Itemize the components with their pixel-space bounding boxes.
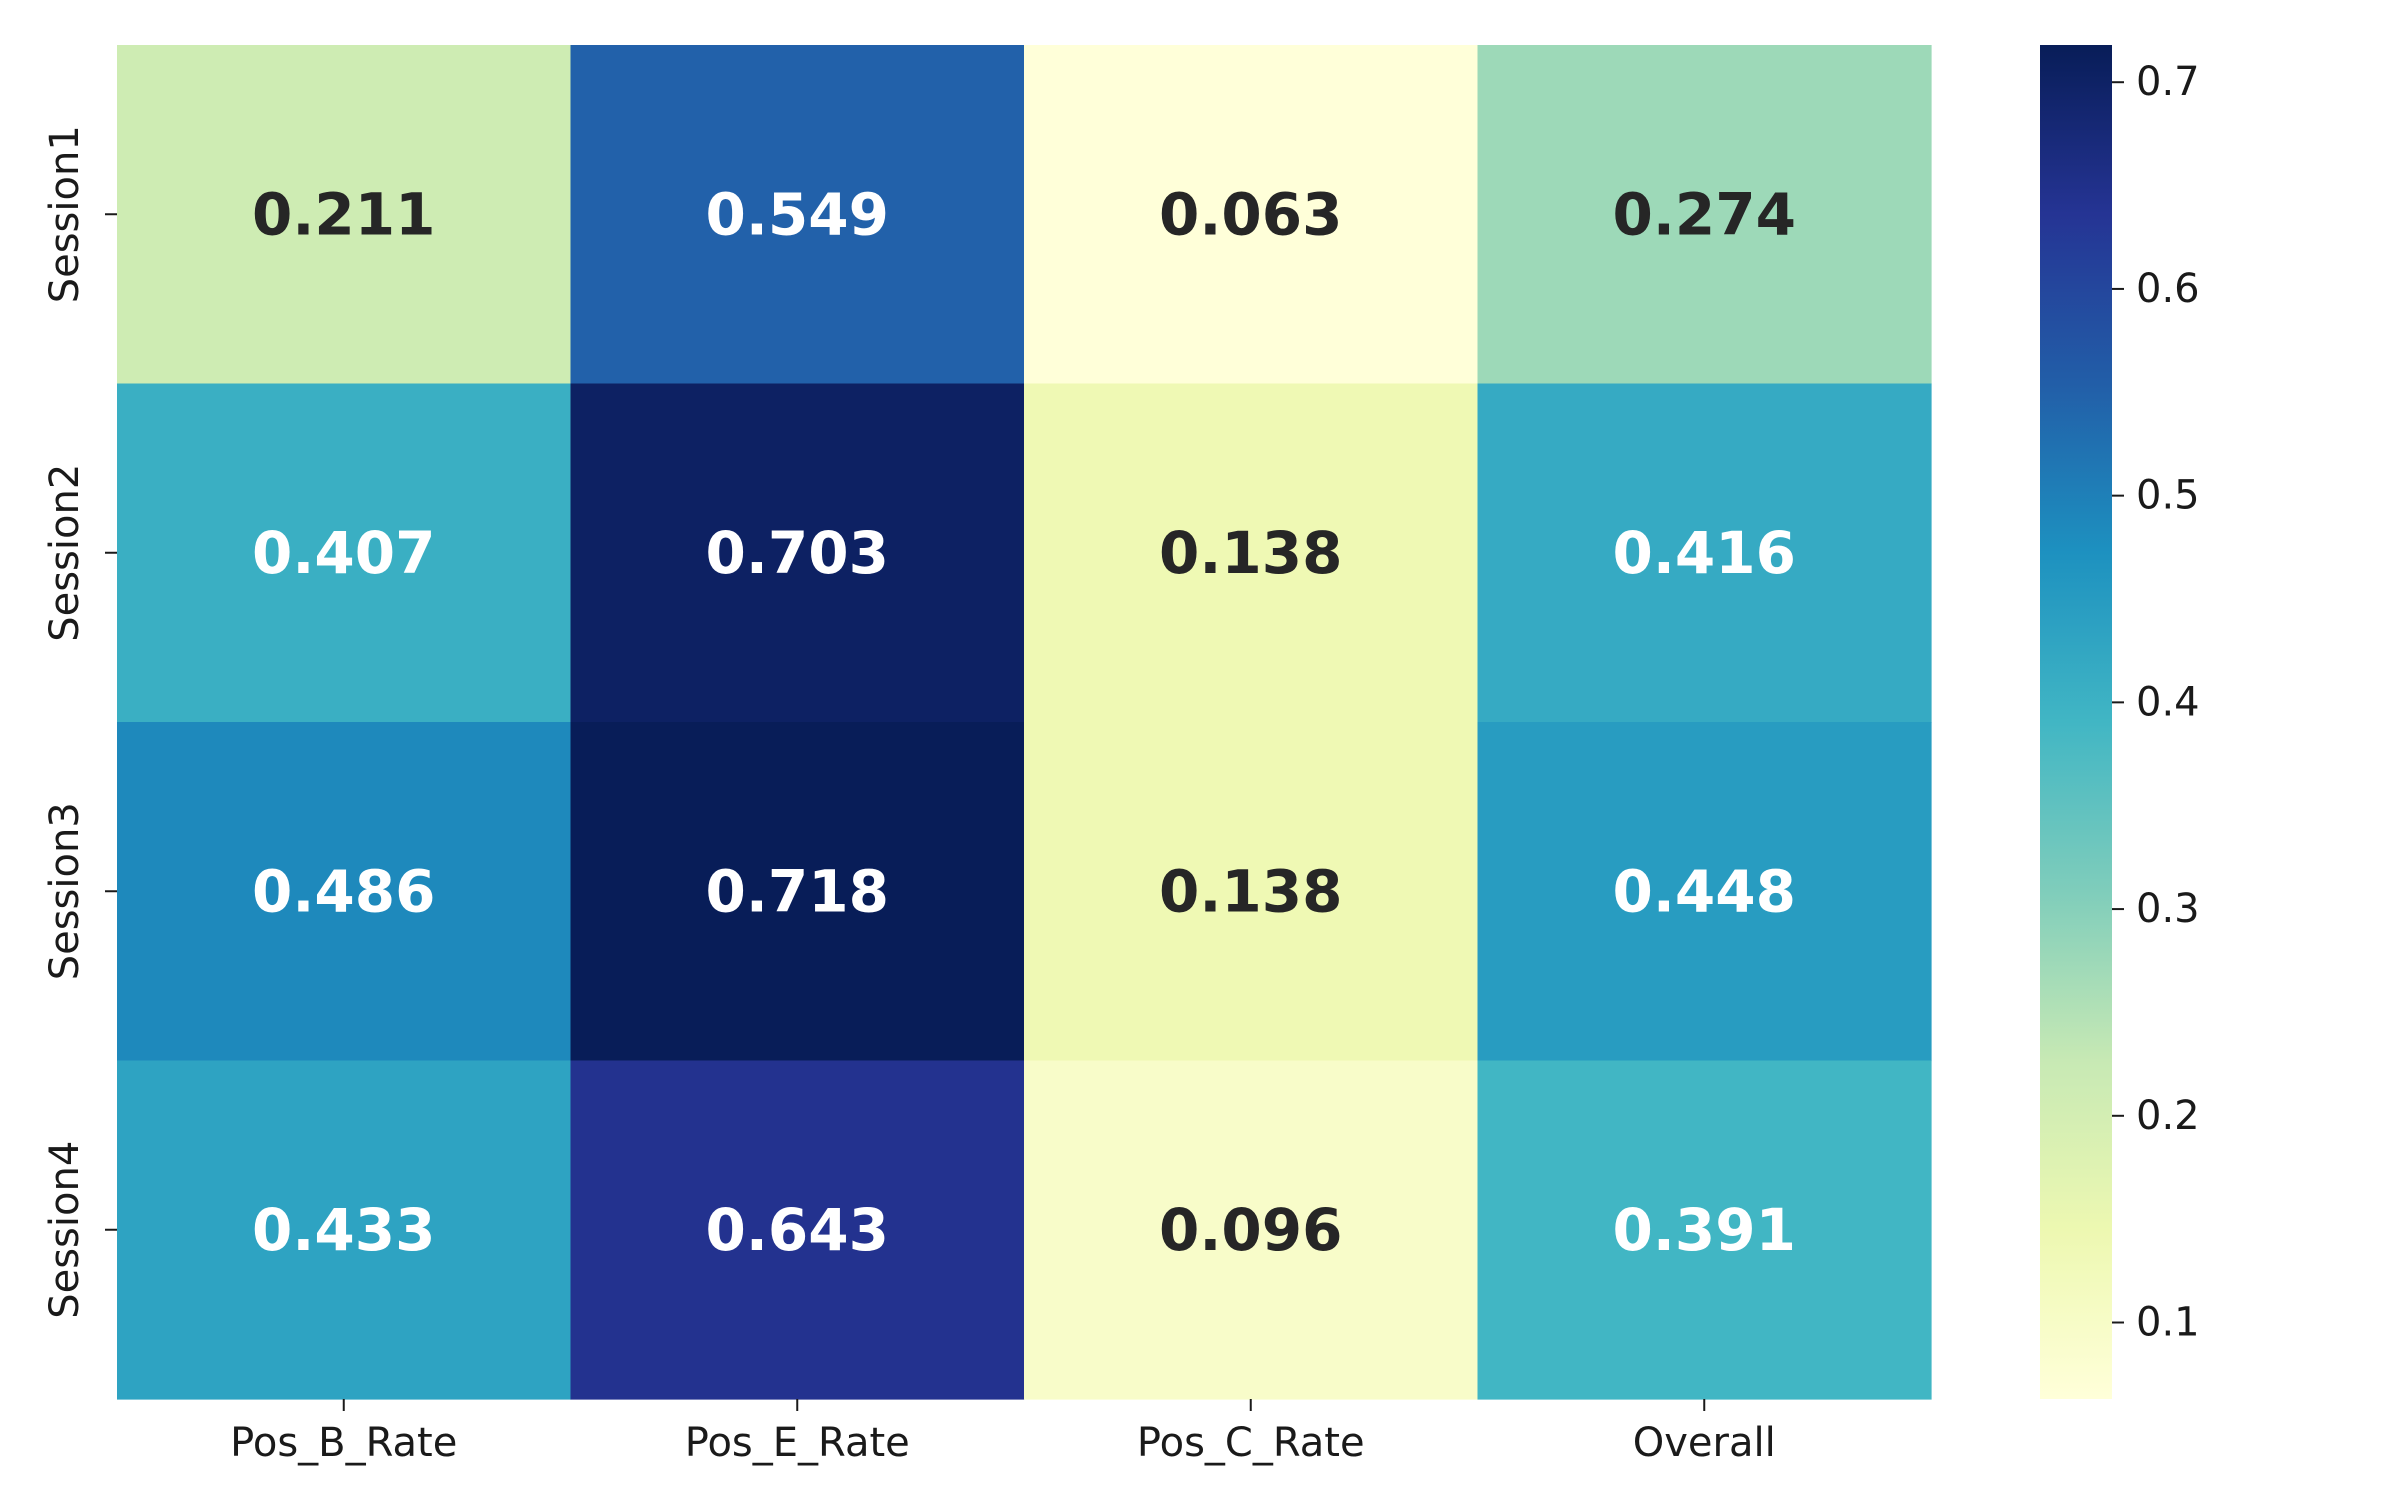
colorbar-gradient: [2040, 45, 2112, 1399]
heatmap-cell: [570, 1060, 1025, 1400]
cell-value-label: 0.643: [706, 1196, 889, 1264]
heatmap-cell: [1024, 383, 1479, 723]
cell-value-label: 0.407: [252, 519, 435, 587]
heatmap-cell: [1477, 1060, 1932, 1400]
cell-value-label: 0.448: [1613, 857, 1796, 925]
heatmap-cell: [570, 383, 1025, 723]
heatmap-cell: [117, 1060, 572, 1400]
heatmap-cell: [117, 383, 572, 723]
cell-value-label: 0.486: [252, 857, 435, 925]
y-tick-label: Session2: [42, 464, 88, 642]
x-tick-label: Pos_C_Rate: [1137, 1420, 1365, 1466]
heatmap-cell: [117, 45, 572, 385]
colorbar-tick-label: 0.1: [2136, 1300, 2200, 1346]
heatmap-cell: [1024, 722, 1479, 1062]
cell-value-label: 0.211: [252, 180, 435, 248]
heatmap-cell: [1477, 45, 1932, 385]
x-axis: Pos_B_Rate Pos_E_Rate Pos_C_Rate Overall: [230, 1399, 1776, 1466]
cell-value-label: 0.433: [252, 1196, 435, 1264]
colorbar-tick-label: 0.7: [2136, 59, 2200, 105]
heatmap-cell: [1024, 1060, 1479, 1400]
cell-value-label: 0.096: [1159, 1196, 1342, 1264]
y-tick-label: Session4: [42, 1141, 88, 1319]
x-tick-label: Overall: [1633, 1420, 1776, 1466]
heatmap-cell: [570, 45, 1025, 385]
colorbar: 0.1 0.2 0.3 0.4 0.5 0.6 0.7: [2040, 45, 2200, 1399]
colorbar-tick-label: 0.4: [2136, 679, 2200, 725]
heatmap-cells: [117, 45, 1932, 1400]
heatmap-cell: [570, 722, 1025, 1062]
y-tick-label: Session1: [42, 125, 88, 303]
cell-value-label: 0.138: [1159, 519, 1342, 587]
y-axis: Session1 Session2 Session3 Session4: [42, 125, 117, 1319]
cell-value-label: 0.416: [1613, 519, 1796, 587]
heatmap-cell: [117, 722, 572, 1062]
cell-value-label: 0.063: [1159, 180, 1342, 248]
cell-value-label: 0.703: [706, 519, 889, 587]
colorbar-tick-label: 0.2: [2136, 1093, 2200, 1139]
y-tick-label: Session3: [42, 802, 88, 980]
cell-value-label: 0.274: [1613, 180, 1796, 248]
cell-value-label: 0.549: [706, 180, 889, 248]
heatmap-cell: [1477, 722, 1932, 1062]
cell-value-labels: 0.211 0.549 0.063 0.274 0.407 0.703 0.138 0.416…: [252, 180, 1796, 1264]
colorbar-tick-label: 0.3: [2136, 886, 2200, 932]
cell-value-label: 0.718: [706, 857, 889, 925]
colorbar-tick-label: 0.6: [2136, 266, 2200, 312]
cell-value-label: 0.138: [1159, 857, 1342, 925]
cell-value-label: 0.391: [1613, 1196, 1796, 1264]
x-tick-label: Pos_B_Rate: [230, 1420, 457, 1466]
colorbar-tick-label: 0.5: [2136, 473, 2200, 519]
x-tick-label: Pos_E_Rate: [685, 1420, 910, 1466]
heatmap-cell: [1024, 45, 1479, 385]
heatmap-cell: [1477, 383, 1932, 723]
